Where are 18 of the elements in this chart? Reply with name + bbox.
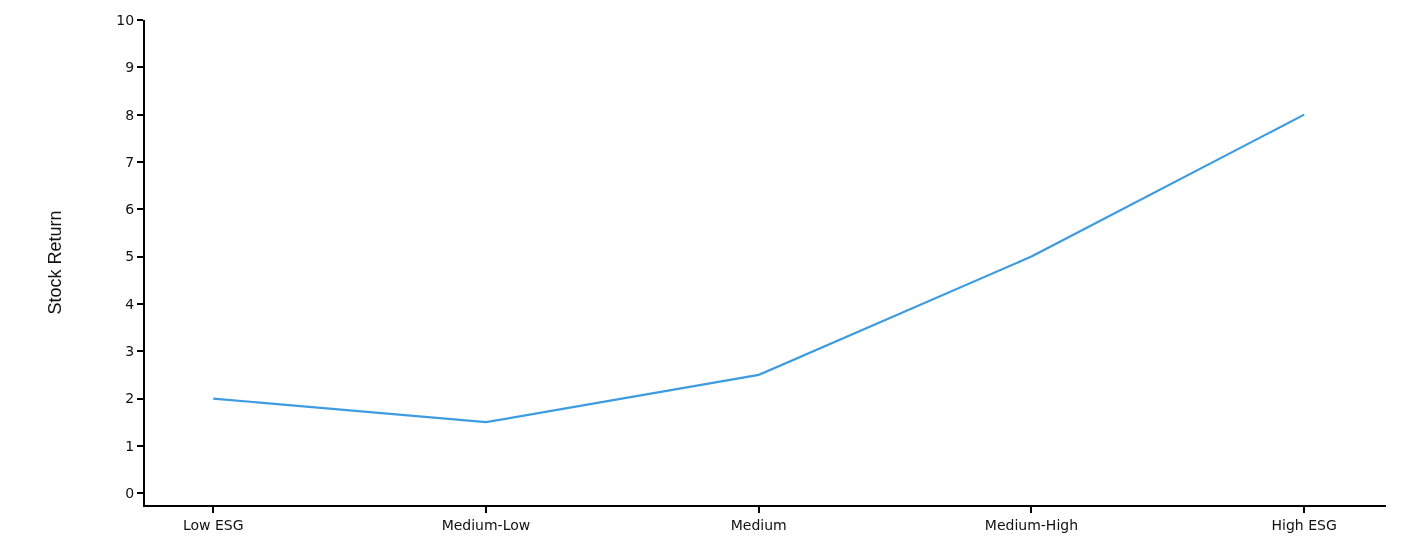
y-tick-label: 10 [116, 11, 135, 28]
y-tick-label: 4 [125, 295, 135, 312]
x-tick-label: Medium [730, 516, 787, 533]
y-tick-label: 9 [125, 59, 135, 76]
line-series [212, 113, 1306, 424]
y-tick-label: 7 [125, 153, 135, 170]
y-tick-label: 5 [125, 248, 135, 265]
x-tick-label: Low ESG [182, 516, 244, 533]
y-tick-label: 3 [125, 343, 135, 360]
y-axis-title: Stock Return [45, 210, 66, 315]
x-tick-label: Medium-Low [441, 516, 531, 533]
y-tick-label: 1 [125, 437, 135, 454]
y-tick-label: 6 [125, 201, 135, 218]
y-tick-label: 8 [125, 106, 135, 123]
x-tick-label: Medium-High [984, 516, 1079, 533]
y-tick-label: 0 [125, 485, 135, 502]
x-tick-label: High ESG [1271, 516, 1337, 533]
y-tick-label: 2 [125, 390, 135, 407]
